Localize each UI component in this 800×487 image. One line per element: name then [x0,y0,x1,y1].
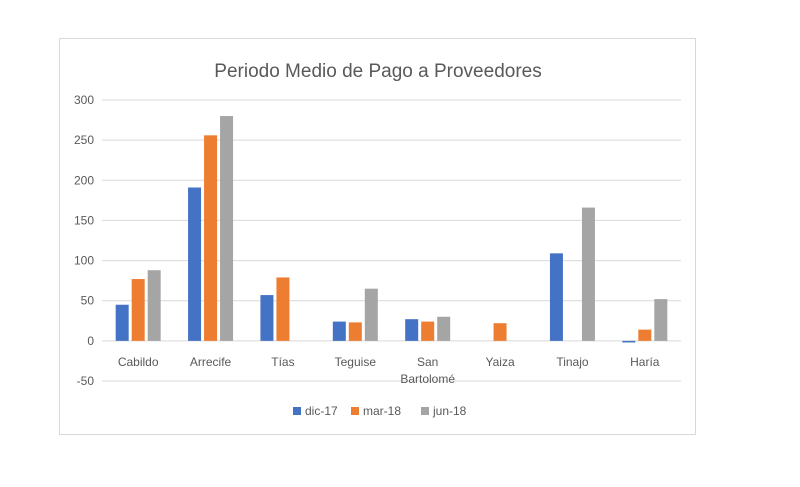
bar-dic-17-1 [188,187,202,341]
y-tick-label: 250 [74,133,94,147]
x-tick-label: Teguise [335,355,377,369]
legend-label: mar-18 [363,404,401,418]
y-tick-label: 200 [74,173,94,187]
bar-dic-17-4 [405,319,419,341]
y-tick-label: -50 [77,374,95,388]
x-tick-label: Arrecife [190,355,232,369]
x-tick-label: Tinajo [556,355,589,369]
x-tick-label: Cabildo [118,355,159,369]
x-tick-label: Haría [630,355,660,369]
legend-swatch-jun-18 [421,407,429,415]
legend: dic-17 mar-18 jun-18 [293,404,467,418]
y-tick-label: 50 [81,294,95,308]
bar-dic-17-0 [115,304,129,341]
bar-jun-18-4 [437,316,451,341]
bar-dic-17-6 [549,253,563,341]
bar-chart: Periodo Medio de Pago a Proveedores 300 2… [74,61,681,418]
legend-label: dic-17 [305,404,338,418]
bar-mar-18-0 [131,279,145,341]
legend-swatch-dic-17 [293,407,301,415]
bar-dic-17-3 [332,321,346,341]
legend-label: jun-18 [432,404,467,418]
chart-container: Periodo Medio de Pago a Proveedores 300 2… [59,38,696,435]
bar-mar-18-1 [204,135,218,341]
bar-jun-18-1 [220,116,234,341]
bar-jun-18-3 [364,288,378,341]
bar-dic-17-7 [622,340,636,343]
bar-mar-18-7 [638,329,652,341]
bar-jun-18-7 [654,299,668,341]
x-tick-label: San [417,355,438,369]
y-tick-label: 100 [74,254,94,268]
bar-mar-18-3 [348,322,362,341]
chart-title: Periodo Medio de Pago a Proveedores [214,61,541,82]
bar-mar-18-2 [276,277,290,341]
bar-mar-18-5 [493,323,507,341]
x-tick-label: Yaiza [485,355,514,369]
bar-jun-18-6 [581,207,595,341]
y-tick-label: 300 [74,93,94,107]
bar-mar-18-4 [421,321,435,341]
bar-dic-17-2 [260,295,274,341]
legend-swatch-mar-18 [351,407,359,415]
bar-jun-18-0 [147,270,161,341]
bars [115,116,668,343]
y-axis-ticks: 300 250 200 150 100 50 0 -50 [74,93,94,388]
x-tick-label: Bartolomé [400,372,455,386]
y-tick-label: 150 [74,213,94,227]
x-tick-label: Tías [271,355,294,369]
x-axis-labels: Cabildo Arrecife Tías Teguise San Bartolomé Ya… [118,355,660,386]
y-tick-label: 0 [87,334,94,348]
